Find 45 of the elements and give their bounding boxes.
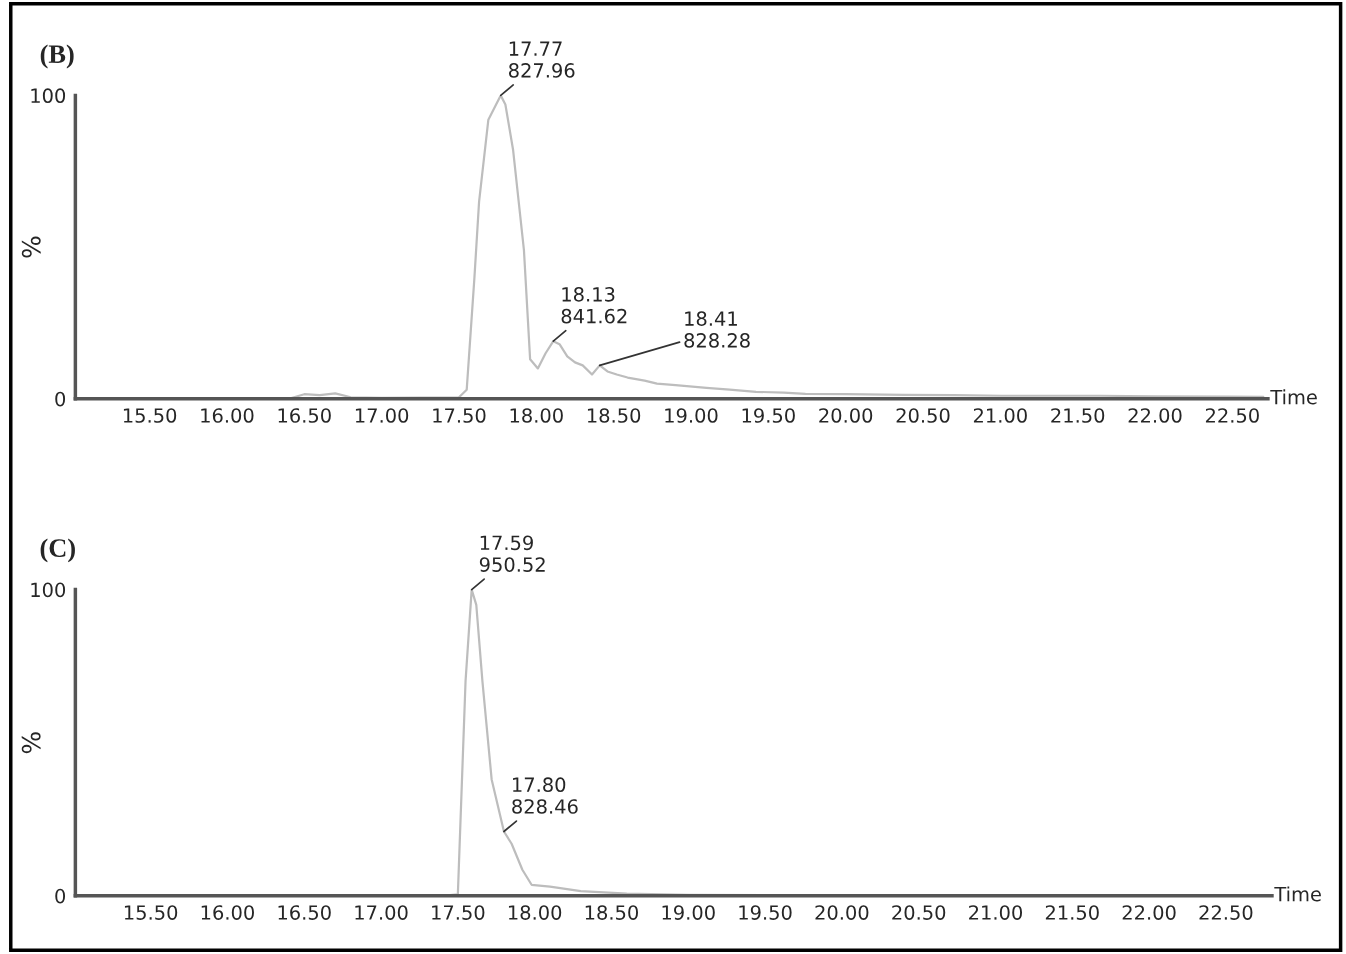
chart-title: (C) [40, 538, 75, 563]
x-tick-label: 21.00 [969, 905, 1023, 920]
chart-title: (B) [40, 44, 74, 69]
x-tick-label: 18.50 [587, 408, 641, 423]
x-tick-label: 19.50 [742, 408, 795, 423]
x-tick-label: 19.00 [662, 905, 715, 920]
x-tick-label: 19.50 [739, 905, 792, 920]
x-tick-label: 22.00 [1128, 408, 1182, 423]
x-tick-label: 17.50 [432, 905, 485, 920]
x-tick-label: 15.50 [123, 408, 177, 423]
x-tick-label: 16.00 [201, 905, 254, 920]
x-tick-label: 22.50 [1205, 408, 1259, 423]
y-tick-label: 100 [31, 582, 66, 598]
x-tick-label: 16.00 [201, 408, 254, 423]
annotation: 17.80 828.46 [512, 777, 578, 814]
y-tick-label: 0 [55, 391, 66, 407]
x-tick-label: 16.50 [278, 905, 331, 920]
annotation: 18.41 828.28 [684, 311, 750, 348]
x-tick-label: 15.50 [124, 905, 178, 920]
x-tick-label: 18.00 [510, 408, 563, 423]
x-tick-label: 22.00 [1122, 905, 1176, 920]
x-tick-label: 20.50 [892, 905, 946, 920]
y-tick-label: 100 [31, 88, 66, 104]
x-axis-title: Time [1274, 886, 1321, 902]
annotation: 17.77 827.96 [509, 41, 575, 78]
y-axis-title: % [21, 236, 41, 258]
x-tick-label: 19.00 [665, 408, 718, 423]
x-tick-label: 20.00 [819, 408, 873, 423]
x-tick-label: 20.00 [815, 905, 869, 920]
x-tick-label: 17.50 [433, 408, 486, 423]
x-tick-label: 18.50 [585, 905, 638, 920]
x-tick-label: 21.50 [1045, 905, 1099, 920]
x-tick-label: 16.50 [278, 408, 331, 423]
annotation: 18.13 841.62 [561, 286, 627, 324]
x-tick-label: 22.50 [1199, 905, 1253, 920]
x-tick-label: 21.00 [973, 408, 1027, 423]
x-tick-label: 17.00 [355, 408, 409, 423]
x-tick-label: 17.00 [355, 905, 408, 920]
x-tick-label: 18.00 [508, 905, 562, 920]
x-axis-title: Time [1270, 389, 1317, 405]
annotation: 17.59 950.52 [479, 535, 545, 572]
x-tick-label: 21.50 [1051, 408, 1105, 423]
x-tick-label: 20.50 [896, 408, 950, 423]
y-axis-title: % [21, 732, 41, 754]
y-tick-label: 0 [55, 888, 66, 904]
